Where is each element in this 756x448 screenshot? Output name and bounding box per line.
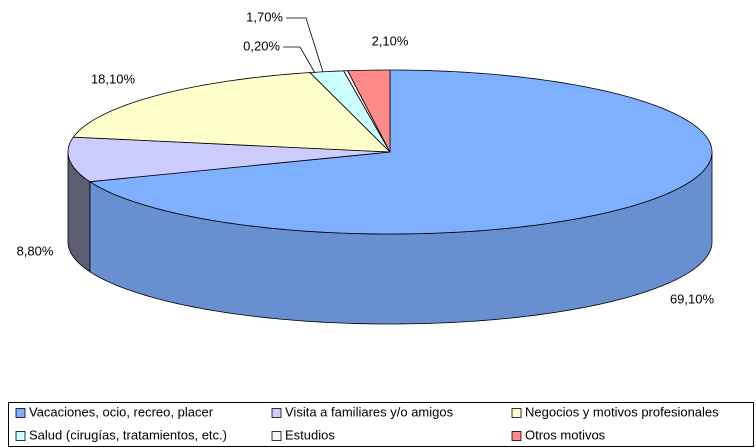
legend-box bbox=[8, 402, 754, 447]
legend-label: Negocios y motivos profesionales bbox=[525, 404, 719, 419]
slice bbox=[346, 69, 391, 153]
legend-swatch bbox=[511, 431, 522, 441]
legend-label: Salud (cirugías, tratamientos, etc.) bbox=[29, 427, 227, 442]
data-label: 18,10% bbox=[91, 71, 136, 86]
legend-label: Estudios bbox=[285, 427, 335, 442]
data-label: 69,10% bbox=[670, 291, 715, 306]
legend-label: Otros motivos bbox=[525, 427, 606, 442]
leader-line bbox=[286, 17, 324, 73]
slice bbox=[72, 72, 392, 153]
legend-swatch bbox=[511, 408, 522, 418]
data-label: 1,70% bbox=[246, 9, 283, 24]
slice bbox=[88, 69, 713, 235]
data-label: 8,80% bbox=[17, 243, 54, 258]
legend-label: Vacaciones, ocio, recreo, placer bbox=[29, 404, 214, 419]
leader-line bbox=[283, 46, 316, 74]
data-label: 2,10% bbox=[372, 33, 409, 48]
legend-swatch bbox=[271, 431, 282, 441]
legend-swatch bbox=[15, 408, 26, 418]
legend-swatch bbox=[271, 408, 282, 418]
legend-label: Visita a familiares y/o amigos bbox=[285, 404, 454, 419]
slice bbox=[309, 70, 391, 153]
data-label: 0,20% bbox=[243, 38, 280, 53]
legend-swatch bbox=[15, 431, 26, 441]
